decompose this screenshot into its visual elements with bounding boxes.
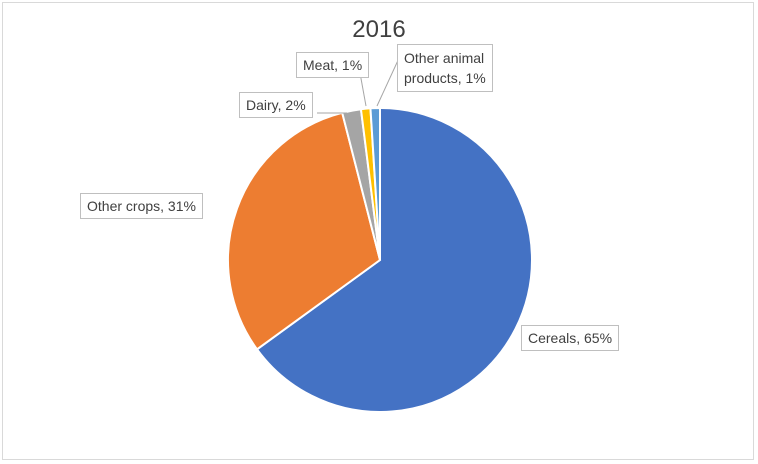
data-label-meat: Meat, 1% [296,52,370,78]
pie-slice-other-animal-products [369,106,381,261]
data-label-dairy: Dairy, 2% [239,92,313,118]
data-label-other-animal-products: Other animal products, 1% [397,44,493,92]
pie-slice-other-crops [227,111,382,351]
data-label-other-animal-products-line1: Other animal [404,50,485,66]
chart-title: 2016 [352,16,406,43]
pie-slice-cereals [255,106,533,413]
data-label-other-crops: Other crops, 31% [80,193,203,219]
data-label-cereals: Cereals, 65% [521,325,620,351]
leader-line-meat [359,72,367,107]
leader-line-other-animal-products [376,55,401,107]
data-label-other-animal-products-line2: products, 1% [404,70,486,86]
